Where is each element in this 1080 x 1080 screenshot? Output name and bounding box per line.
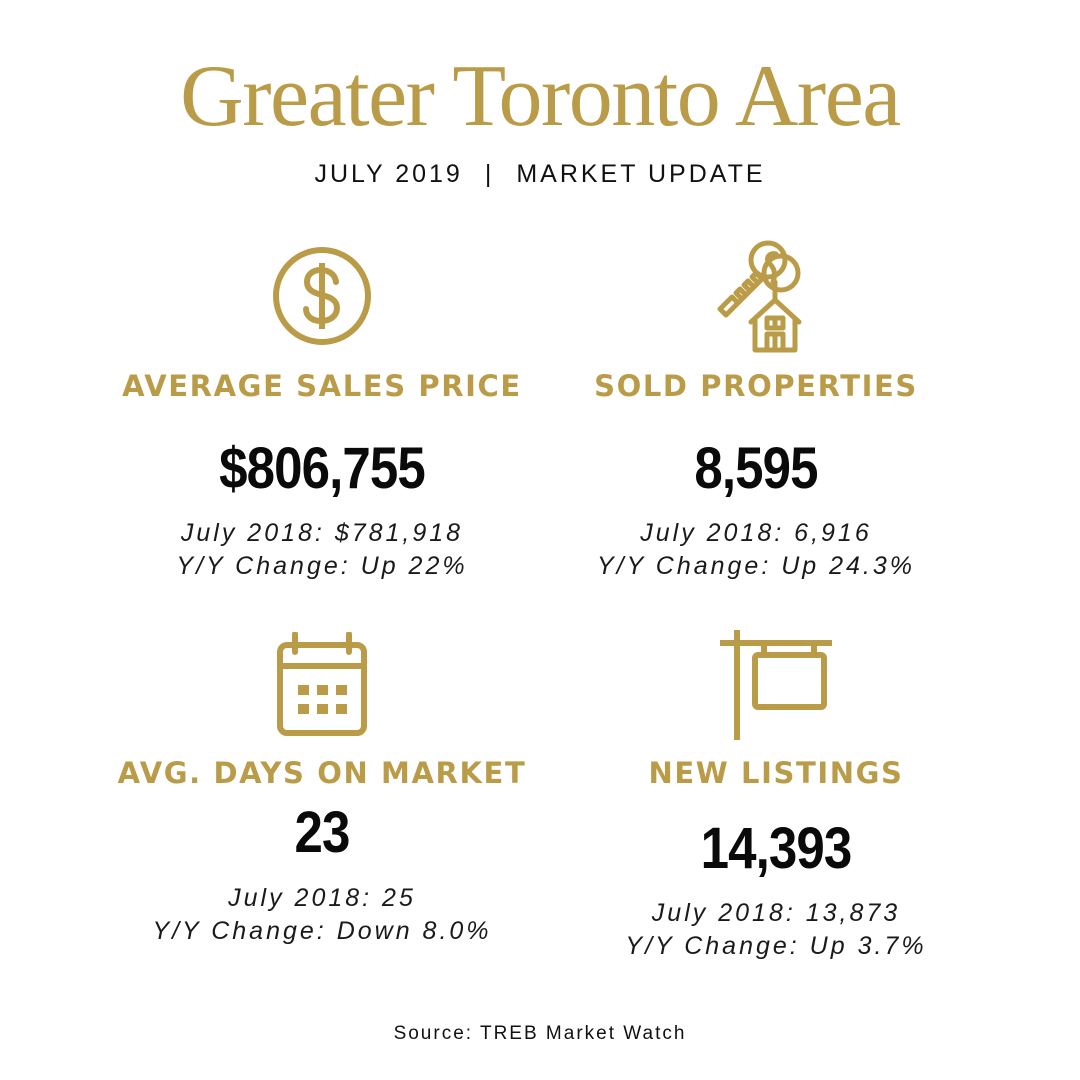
report-type: MARKET UPDATE [516,160,766,188]
source-note: Source: TREB Market Watch [393,1023,687,1044]
stat-previous: July 2018: 25 [228,884,416,912]
dollar-circle-icon [273,247,371,345]
page-subtitle: JULY 2019 | MARKET UPDATE [0,160,1080,189]
stat-value: $806,755 [219,436,426,501]
stat-value: 8,595 [694,436,818,501]
subtitle-separator: | [484,160,495,188]
report-date: JULY 2019 [314,160,463,188]
stat-label: NEW LISTINGS [648,756,904,790]
stat-label: SOLD PROPERTIES [594,369,918,403]
stat-value: 14,393 [700,816,853,881]
listing-sign-icon [720,630,832,740]
stat-label: AVERAGE SALES PRICE [122,369,522,403]
stat-average-sales-price: AVERAGE SALES PRICE $806,755 July 2018: … [102,245,542,583]
stat-sold-properties: SOLD PROPERTIES 8,595 July 2018: 6,916 Y… [536,240,976,583]
keys-house-icon [717,240,802,353]
stat-previous: July 2018: 6,916 [640,519,872,547]
stat-change: Y/Y Change: Up 24.3% [596,552,916,580]
stat-change: Y/Y Change: Up 22% [176,552,468,580]
stat-previous: July 2018: 13,873 [651,899,901,927]
stat-change: Y/Y Change: Down 8.0% [152,917,492,945]
stat-change: Y/Y Change: Up 3.7% [625,932,927,960]
stat-previous: July 2018: $781,918 [180,519,464,547]
stat-label: AVG. DAYS ON MARKET [117,756,527,790]
page-title: Greater Toronto Area [180,48,901,145]
stat-value: 23 [294,800,350,865]
stat-avg-days-on-market: AVG. DAYS ON MARKET 23 July 2018: 25 Y/Y… [102,632,542,948]
stat-new-listings: NEW LISTINGS 14,393 July 2018: 13,873 Y/… [556,628,996,963]
calendar-icon [277,632,367,736]
